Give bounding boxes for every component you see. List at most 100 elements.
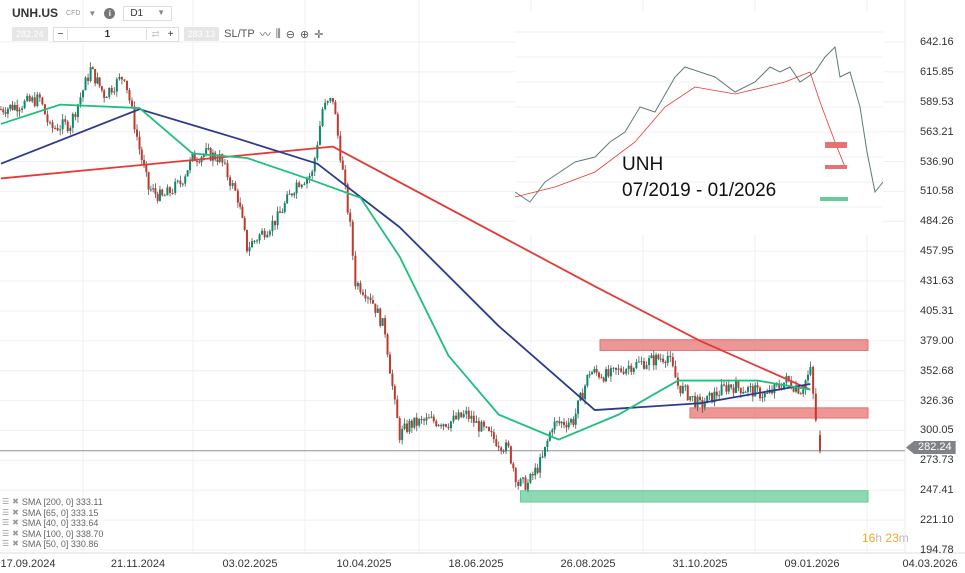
candle-countdown: 16h 23m [862, 531, 909, 545]
candle-body [303, 183, 306, 185]
candle-body [51, 122, 54, 128]
candle-body [331, 98, 334, 102]
candle-body [420, 419, 423, 421]
candle-body [637, 361, 640, 363]
candle-body [620, 368, 623, 372]
candle-body [61, 119, 64, 130]
quantity-stepper[interactable]: − 1 ⇄ + [52, 26, 179, 42]
line-chart-icon[interactable]: 〰 [259, 29, 271, 41]
candle-body [730, 384, 733, 388]
legend-item[interactable]: ☰ ✖ SMA [200, 0] 333.11 [2, 497, 103, 508]
sltp-button[interactable]: SL/TP [224, 28, 255, 40]
candle-body [361, 292, 364, 295]
candle-body [46, 114, 49, 123]
crosshair-icon[interactable]: ✛ [314, 28, 324, 41]
sell-price-button[interactable]: 282.24 [12, 27, 48, 41]
candle-body [293, 193, 296, 196]
legend-item[interactable]: ☰ ✖ SMA [50, 0] 330.86 [2, 539, 103, 550]
candle-body [531, 473, 534, 476]
candle-body [239, 202, 242, 207]
candle-body [396, 399, 399, 419]
y-tick-label: 379.00 [920, 334, 954, 347]
candle-body [749, 386, 752, 388]
info-icon[interactable]: i [104, 7, 116, 19]
x-tick-label: 26.08.2025 [560, 558, 616, 570]
settings-icon[interactable]: ☰ [2, 528, 10, 538]
candle-body [364, 294, 367, 299]
zoom-in-icon[interactable]: ⊕ [300, 28, 310, 41]
candle-body [517, 482, 520, 486]
symbol-name[interactable]: UNH.US [12, 6, 59, 20]
decrease-button[interactable]: − [57, 28, 64, 40]
settings-icon[interactable]: ☰ [2, 497, 10, 506]
indicators-icon[interactable]: ⫼ [275, 27, 281, 40]
close-icon[interactable]: ✖ [12, 518, 19, 528]
candle-body [339, 135, 342, 161]
inset-period: 07/2019 - 01/2026 [622, 180, 777, 201]
candle-body [553, 421, 556, 430]
candle-body [161, 189, 164, 196]
candle-body [643, 361, 645, 369]
candle-body [684, 385, 687, 387]
candle-body [635, 361, 638, 369]
candle-body [324, 102, 327, 110]
swap-icon[interactable]: ⇄ [151, 28, 160, 40]
close-icon[interactable]: ✖ [12, 507, 19, 517]
settings-icon[interactable]: ☰ [2, 507, 10, 517]
legend-item[interactable]: ☰ ✖ SMA [100, 0] 338.70 [2, 529, 103, 540]
buy-price-button[interactable]: 283.13 [183, 27, 220, 41]
candle-body [541, 456, 544, 458]
candle-body [103, 90, 106, 99]
candle-body [462, 413, 465, 418]
candle-body [543, 446, 546, 457]
candle-body [184, 176, 187, 184]
candle-body [115, 79, 118, 92]
candle-body [570, 419, 573, 423]
legend-item[interactable]: ☰ ✖ SMA [40, 0] 333.64 [2, 518, 103, 529]
sma-line-green [0, 103, 811, 441]
close-icon[interactable]: ✖ [12, 539, 19, 549]
timeframe-select[interactable]: D1 ▼ [123, 5, 173, 21]
candle-body [551, 429, 554, 433]
symbol-dropdown-icon[interactable]: ▼ [88, 8, 97, 18]
close-icon[interactable]: ✖ [12, 497, 19, 506]
quantity-input[interactable]: 1 [67, 28, 148, 40]
candle-body [442, 424, 445, 427]
candle-body [418, 419, 421, 426]
candle-body [584, 385, 587, 400]
settings-icon[interactable]: ☰ [2, 518, 10, 528]
candle-body [605, 369, 608, 382]
candle-body [381, 318, 384, 326]
increase-button[interactable]: + [167, 28, 174, 40]
instrument-type: CFD [66, 9, 81, 17]
legend-item[interactable]: ☰ ✖ SMA [65, 0] 333.15 [2, 508, 103, 519]
y-tick-label: 615.85 [920, 65, 954, 78]
candle-body [403, 423, 406, 429]
candle-body [379, 308, 382, 326]
close-icon[interactable]: ✖ [12, 528, 19, 538]
candle-body [708, 392, 711, 396]
zoom-out-icon[interactable]: ⊖ [285, 28, 295, 41]
candle-body [524, 477, 527, 490]
candle-body [266, 234, 269, 238]
candle-body [732, 387, 735, 393]
y-tick-label: 405.31 [920, 304, 954, 317]
settings-icon[interactable]: ☰ [2, 539, 10, 549]
candle-body [205, 148, 208, 155]
candle-body [727, 384, 730, 392]
candle-body [84, 77, 87, 91]
legend-label: SMA [65, 0] 333.15 [21, 507, 99, 518]
candle-body [572, 419, 575, 425]
candle-body [696, 396, 699, 408]
candle-body [617, 368, 620, 370]
candle-body [495, 439, 498, 447]
candle-body [198, 161, 201, 163]
y-tick-label: 247.41 [920, 484, 954, 497]
candle-body [440, 424, 443, 427]
candle-body [0, 109, 2, 111]
candle-body [809, 366, 812, 375]
candle-body [31, 97, 34, 102]
red-zone [599, 339, 869, 351]
candle-body [152, 188, 155, 190]
